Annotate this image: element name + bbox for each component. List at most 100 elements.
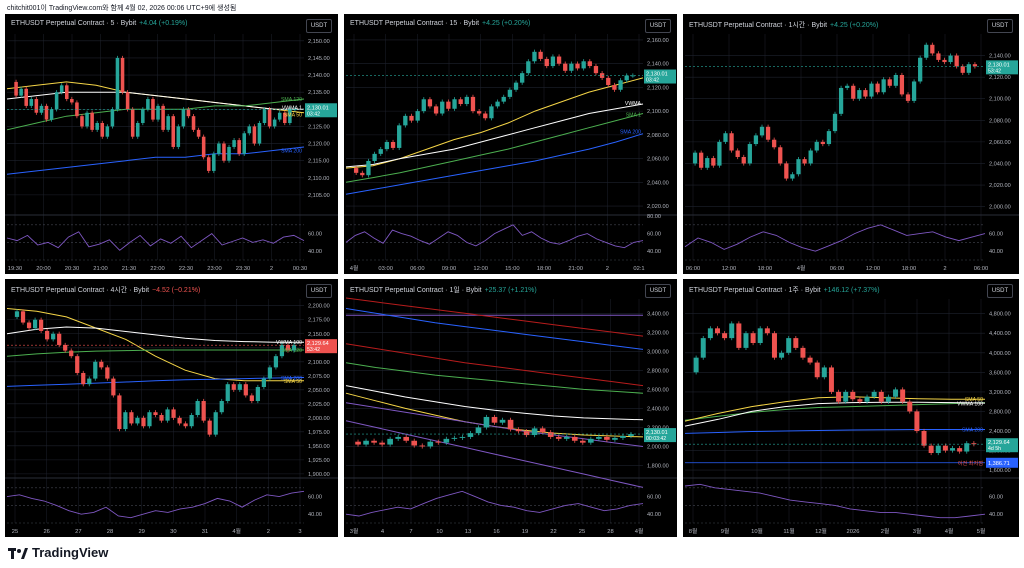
price-label: 2,130.01: [646, 72, 668, 78]
candle-body: [177, 417, 182, 424]
chart-plot[interactable]: 2,140.00 2,120.00 2,100.00 2,080.00 2,060.00…: [683, 14, 1019, 274]
chart-panel-4h[interactable]: ETHUSDT Perpetual Contract · 4시간 · Bybit…: [5, 279, 338, 537]
indicator-line: [6, 377, 305, 387]
candle-body: [255, 387, 260, 402]
candle-body: [918, 57, 923, 82]
candle-body: [772, 139, 777, 148]
candle-body: [80, 116, 84, 127]
candle-body: [793, 338, 799, 348]
chart-panel-1d[interactable]: ETHUSDT Perpetual Contract · 1일 · Bybit +…: [344, 279, 677, 537]
candle-body: [262, 109, 267, 123]
currency-button[interactable]: USDT: [987, 284, 1013, 298]
candle-body: [186, 109, 191, 117]
candle-body: [942, 445, 948, 451]
indicator-line: [6, 326, 304, 343]
price-change: +25.37 (+1.21%): [484, 287, 537, 294]
rsi-line: [6, 490, 305, 519]
candle-body: [129, 412, 134, 424]
candle-body: [105, 126, 110, 137]
rsi-tick-label: 40.00: [989, 512, 1003, 518]
y-tick-label: 4,400.00: [989, 331, 1011, 337]
indicator-line: [345, 103, 644, 168]
candle-body: [433, 106, 439, 114]
candle-body: [45, 330, 50, 340]
y-tick-label: 2,080.00: [989, 118, 1011, 124]
y-tick-label: 2,025.00: [308, 402, 330, 408]
candle-body: [32, 319, 38, 329]
currency-button[interactable]: USDT: [645, 19, 671, 33]
x-tick-label: 06:00: [830, 266, 845, 272]
indicator-line: [345, 343, 644, 387]
candle-body: [881, 79, 886, 93]
currency-button[interactable]: USDT: [987, 19, 1013, 33]
chart-panel-1h[interactable]: ETHUSDT Perpetual Contract · 1시간 · Bybit…: [683, 14, 1019, 274]
indicator-label: SMA 50: [965, 397, 983, 403]
chart-title: ETHUSDT Perpetual Contract · 4시간 · Bybit: [11, 287, 150, 294]
candle-body: [435, 441, 442, 443]
candle-body: [928, 445, 934, 453]
chart-plot[interactable]: 2,200.002,175.002,150.002,125.002,100.00…: [5, 279, 338, 537]
chart-plot[interactable]: 3,400.00 3,200.00 3,000.00 2,800.00 2,600.00…: [344, 279, 677, 537]
x-tick-label: 20:00: [36, 266, 51, 272]
chart-title: ETHUSDT Perpetual Contract · 1주 · Bybit: [689, 287, 821, 294]
chart-plot[interactable]: 2,150.002,145.002,140.002,135.002,130.00…: [5, 14, 338, 274]
indicator-label: VWMA 1: [282, 106, 302, 112]
chart-plot[interactable]: 2,160.00 2,140.00 2,120.00 2,100.00 2,080.00…: [344, 14, 677, 274]
candle-body: [51, 333, 56, 340]
x-tick-label: 4월: [350, 264, 359, 272]
candle-body: [387, 438, 393, 445]
candle-body: [243, 384, 248, 396]
chart-plot[interactable]: 4,800.00 4,400.00 4,000.00 3,600.00 3,200.00…: [683, 279, 1019, 537]
candle-body: [372, 153, 377, 161]
chart-title: ETHUSDT Perpetual Contract · 15 · Bybit: [350, 20, 480, 27]
candle-body: [828, 367, 834, 392]
y-tick-label: 2,800.00: [989, 409, 1011, 415]
x-tick-label: 06:00: [974, 266, 989, 272]
y-tick-label: 2,140.00: [989, 54, 1011, 60]
candle-body: [765, 126, 771, 140]
candle-body: [871, 391, 877, 397]
x-tick-label: 10월: [751, 527, 763, 535]
candle-body: [887, 79, 892, 86]
candle-body: [692, 152, 698, 164]
price-label-bg: [305, 103, 337, 118]
price-label: 2,129.64: [307, 341, 329, 347]
candle-body: [291, 344, 297, 351]
candle-body: [921, 431, 927, 446]
x-tick-label: 21:00: [568, 266, 583, 272]
candle-body: [705, 158, 710, 168]
candle-body: [863, 90, 868, 97]
x-tick-label: 4월: [797, 264, 806, 272]
candle-body: [593, 66, 599, 74]
chart-panel-5m[interactable]: ETHUSDT Perpetual Contract · 5 · Bybit +4…: [5, 14, 338, 274]
candle-body: [722, 333, 728, 339]
x-tick-label: 29: [138, 529, 144, 535]
chart-panel-15m[interactable]: ETHUSDT Perpetual Contract · 15 · Bybit +…: [344, 14, 677, 274]
candle-body: [75, 356, 80, 373]
candle-body: [620, 435, 626, 438]
candle-body: [81, 372, 86, 385]
indicator-label: SMA 1: [626, 113, 641, 119]
chart-panel-1w[interactable]: ETHUSDT Perpetual Contract · 1주 · Bybit +…: [683, 279, 1019, 537]
candle-body: [19, 88, 23, 96]
candle-body: [227, 146, 231, 161]
candle-body: [183, 423, 188, 427]
candle-body: [624, 75, 629, 81]
candle-body: [930, 44, 935, 54]
currency-button[interactable]: USDT: [306, 284, 332, 298]
y-tick-label: 2,100.00: [647, 109, 669, 115]
indicator-line: [345, 77, 644, 169]
x-tick-label: 03:00: [378, 266, 393, 272]
x-tick-label: 19:30: [8, 266, 23, 272]
indicator-line: [684, 402, 986, 421]
x-tick-label: 2월: [881, 527, 890, 535]
y-tick-label: 1,600.00: [989, 468, 1011, 474]
x-tick-label: 11월: [783, 527, 794, 535]
currency-button[interactable]: USDT: [306, 19, 332, 33]
candle-body: [878, 391, 884, 402]
candle-body: [893, 74, 898, 86]
candle-body: [267, 109, 272, 127]
candle-body: [249, 395, 254, 402]
currency-button[interactable]: USDT: [645, 284, 671, 298]
candle-body: [612, 85, 617, 90]
